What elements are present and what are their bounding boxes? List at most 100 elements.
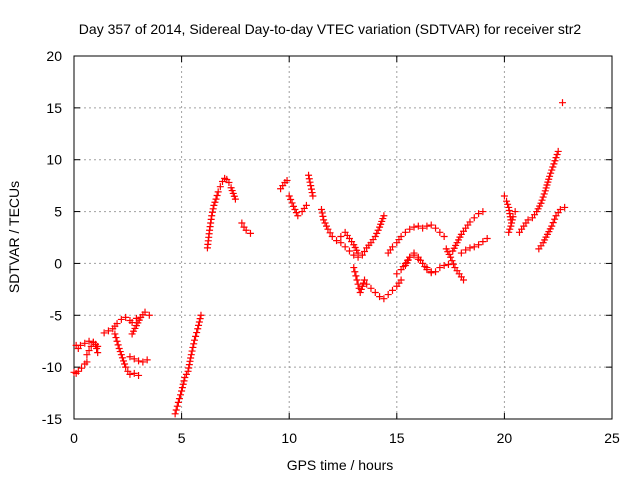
data-point [182,370,190,378]
data-points [70,99,569,418]
data-point [551,215,559,223]
data-point [104,327,112,335]
x-tick-label: 15 [389,430,405,446]
axis-ticks: 0 5 10 15 20 25 -15 -10 -5 0 5 10 15 20 [42,48,620,446]
data-point [556,205,564,213]
data-series [363,276,405,303]
data-point [380,295,388,303]
data-point [307,185,315,193]
data-point [85,337,93,345]
data-point [143,356,151,364]
data-point [427,269,435,277]
data-point [130,355,138,363]
data-point [354,249,362,257]
data-point [548,222,556,230]
data-point [321,219,329,227]
data-point [337,239,345,247]
data-point [113,337,121,345]
y-tick-label: 15 [46,100,62,116]
data-point [436,264,444,272]
data-point [122,313,130,321]
data-series [505,208,519,236]
data-point [288,199,296,207]
data-point [81,339,89,347]
data-point [328,232,336,240]
data-point [553,151,561,159]
x-axis-label: GPS time / hours [287,457,394,473]
data-point [358,282,366,290]
data-point [175,395,183,403]
data-point [350,264,358,272]
data-point [323,222,331,230]
data-point [121,360,129,368]
data-point [554,147,562,155]
data-point [294,212,302,220]
data-point [423,222,431,230]
data-point [352,272,360,280]
data-point [92,340,100,348]
data-point [401,228,409,236]
data-point [353,276,361,284]
x-tick-label: 20 [497,430,513,446]
data-series [535,203,569,253]
data-series [457,235,491,257]
data-series [285,192,310,220]
data-point [448,257,456,265]
data-point [524,216,532,224]
data-point [511,208,519,216]
data-point [74,367,82,375]
data-point [186,357,194,365]
data-point [550,160,558,168]
data-point [447,253,455,261]
data-point [317,205,325,213]
data-point [171,410,179,418]
data-point [285,192,293,200]
data-series [203,174,239,252]
data-point [508,216,516,224]
data-point [432,224,440,232]
data-point [306,178,314,186]
data-point [539,193,547,201]
data-point [427,221,435,229]
data-series [238,219,254,237]
data-point [388,286,396,294]
data-point [504,200,512,208]
data-point [197,311,205,319]
data-point [208,208,216,216]
data-point [414,222,422,230]
data-point [356,288,364,296]
plot-frame [73,55,613,420]
data-point [216,183,224,191]
data-point [440,262,448,270]
data-point [195,318,203,326]
data-point [87,342,95,350]
data-point [326,229,334,237]
data-point [341,243,349,251]
data-point [117,315,125,323]
data-series [100,313,140,337]
data-point [479,208,487,216]
data-point [231,195,239,203]
data-point [213,191,221,199]
data-point [208,212,216,220]
data-series [317,205,362,261]
data-series [337,212,388,259]
data-point [209,205,217,213]
data-point [324,225,332,233]
data-point [291,205,299,213]
data-point [410,249,418,257]
data-point [126,370,134,378]
data-point [185,361,193,369]
data-point [114,341,122,349]
data-point [83,358,91,366]
data-point [388,243,396,251]
data-point [180,377,188,385]
data-point [551,157,559,165]
data-point [191,336,199,344]
data-point [460,276,468,284]
data-point [141,308,149,316]
data-point [225,179,233,187]
data-point [350,251,358,259]
data-series [384,221,448,257]
data-point [549,219,557,227]
